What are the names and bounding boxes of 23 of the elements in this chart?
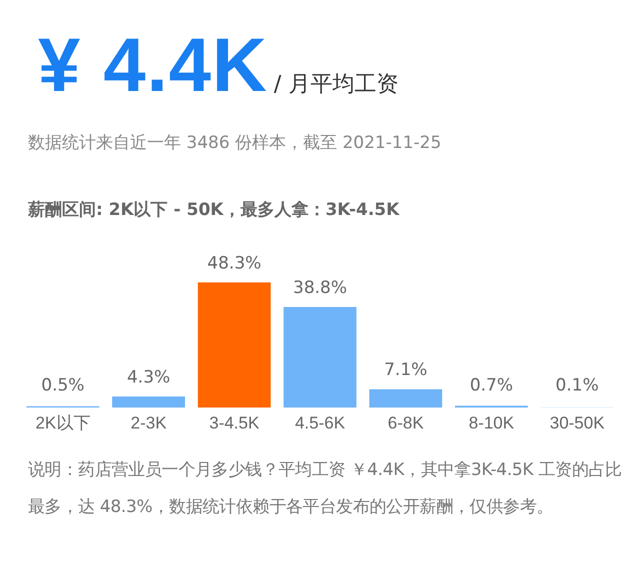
data-label: 0.7% xyxy=(470,376,514,396)
x-tick-label: 30-50K xyxy=(550,413,606,432)
x-tick-label: 3-4.5K xyxy=(209,413,260,432)
bar xyxy=(198,282,271,408)
bar xyxy=(112,396,185,408)
bar xyxy=(284,307,356,408)
x-tick-label: 6-8K xyxy=(388,413,424,432)
x-tick-label: 2-3K xyxy=(130,413,168,432)
bar xyxy=(369,389,442,408)
text: 数据统计来自近一年 3486 份样本，截至 2021-11-25 xyxy=(28,132,442,154)
x-tick-label: 4.5-6K xyxy=(294,413,346,432)
data-label: 38.8% xyxy=(292,278,348,298)
chart-title: ¥ 4.4K xyxy=(38,23,268,108)
text: 薪酬区间: 2K以下 - 50K，最多人拿：3K-4.5K xyxy=(28,199,400,221)
data-label: 4.3% xyxy=(126,367,170,388)
data-label: 0.5% xyxy=(41,376,84,396)
chart-subtitle: / 月平均工资 xyxy=(274,72,398,97)
data-label: 7.1% xyxy=(384,360,428,380)
x-tick-label: 2K以下 xyxy=(35,413,90,432)
x-tick-label: 8-10K xyxy=(468,413,515,432)
data-label: 0.1% xyxy=(556,376,599,396)
text: 说明：药店营业员一个月多少钱？平均工资 ￥4.4K，其中拿3K-4.5K 工资的占比最多，达 48.3%，数据统计依赖于各平台发布的公开薪酬，仅供参考。 xyxy=(28,459,623,519)
data-label: 48.3% xyxy=(207,253,262,274)
